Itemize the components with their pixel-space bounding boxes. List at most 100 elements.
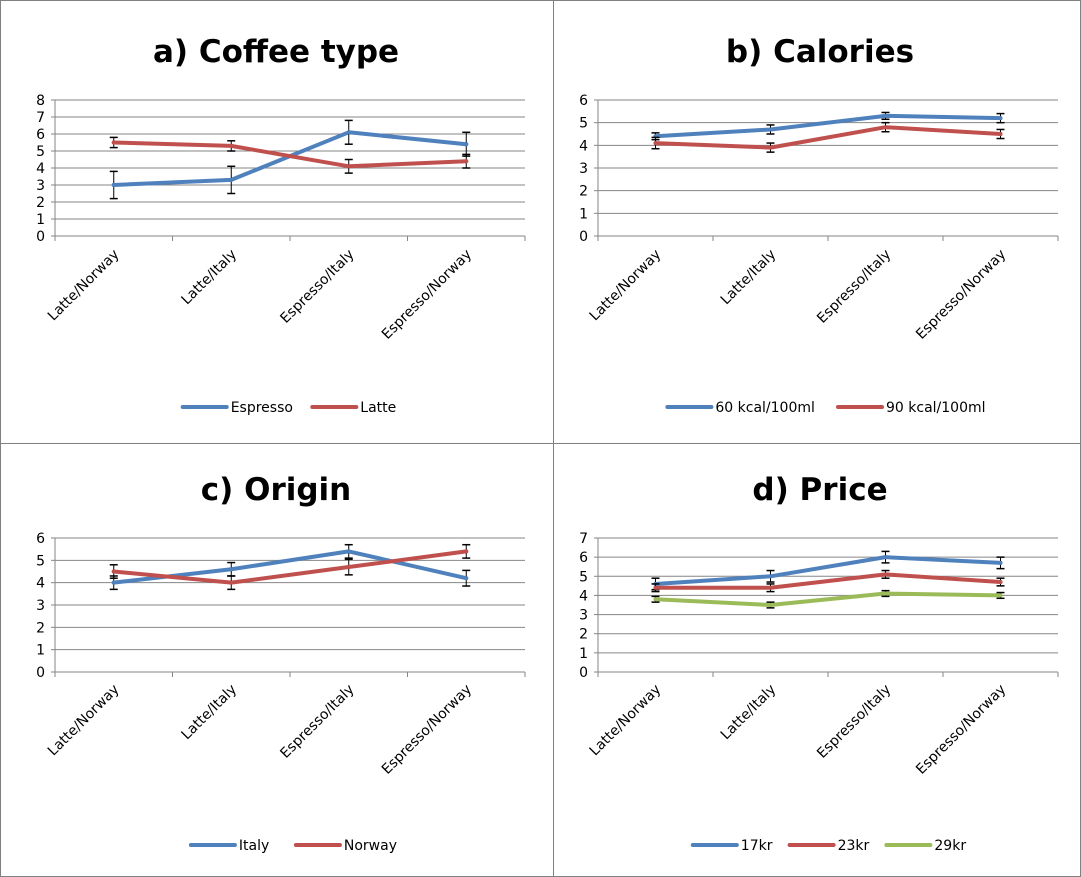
category-label-espresso-norway: Espresso/Norway <box>913 682 1009 778</box>
legend: 60 kcal/100ml 90 kcal/100ml <box>665 400 986 416</box>
category-label-espresso-norway: Espresso/Norway <box>379 247 475 343</box>
category-label-espresso-italy: Espresso/Italy <box>814 682 894 762</box>
data-point <box>768 145 773 150</box>
y-tick-label: 4 <box>579 138 588 154</box>
data-point <box>464 576 469 581</box>
legend-label: 17kr <box>741 838 773 854</box>
legend-label: 29kr <box>934 838 966 854</box>
y-tick-label: 0 <box>36 229 45 245</box>
chart-title: d) Price <box>752 472 887 508</box>
legend: Espresso Latte <box>180 400 396 416</box>
legend-label: 90 kcal/100ml <box>886 400 986 416</box>
category-label-espresso-italy: Espresso/Italy <box>277 247 357 327</box>
category-label-latte-italy: Latte/Italy <box>179 247 241 309</box>
data-point <box>998 593 1003 598</box>
y-tick-label: 6 <box>579 93 588 109</box>
y-tick-label: 4 <box>36 161 45 177</box>
data-point <box>653 597 658 602</box>
legend-item-norway: Norway <box>293 838 397 854</box>
data-point <box>229 177 234 182</box>
data-point <box>883 555 888 560</box>
category-label-latte-norway: Latte/Norway <box>45 682 123 760</box>
data-point <box>768 127 773 132</box>
data-point <box>768 603 773 607</box>
legend-item-29kr: 29kr <box>884 838 966 854</box>
category-label-espresso-norway: Espresso/Norway <box>913 247 1009 343</box>
category-label-espresso-italy: Espresso/Italy <box>277 682 357 762</box>
legend-item-17kr: 17kr <box>690 838 773 854</box>
legend-label: 23kr <box>838 838 870 854</box>
y-tick-label: 7 <box>579 531 588 547</box>
category-label-espresso-italy: Espresso/Italy <box>814 247 894 327</box>
series-line-90-kcal-100ml <box>653 125 1003 150</box>
legend-item-espresso: Espresso <box>180 400 293 416</box>
chart-panel-3: c) Origin 0 1 2 3 4 5 6 Latte/Norway Latte/Italy E… <box>36 472 526 854</box>
legend-item-23kr: 23kr <box>787 838 870 854</box>
y-tick-label: 3 <box>579 161 588 177</box>
data-point <box>464 549 469 554</box>
legend-label: Norway <box>344 838 397 854</box>
data-point <box>229 143 234 148</box>
chart-panel-4: d) Price 0 1 2 3 4 5 6 7 Latte/Norway Latte/Italy E… <box>579 472 1059 854</box>
legend-item-italy: Italy <box>188 838 269 854</box>
legend: 17kr 23kr 29kr <box>690 838 966 854</box>
data-point <box>346 164 351 169</box>
y-tick-label: 5 <box>579 116 588 132</box>
legend-label: Espresso <box>231 400 293 416</box>
data-point <box>883 572 888 577</box>
series-line-23kr <box>653 572 1003 590</box>
legend-label: Latte <box>360 400 396 416</box>
data-point <box>111 140 116 145</box>
category-label-latte-norway: Latte/Norway <box>45 247 123 325</box>
y-tick-label: 8 <box>36 93 45 109</box>
series-line-29kr <box>653 591 1003 607</box>
y-tick-label: 4 <box>579 588 588 604</box>
y-tick-label: 1 <box>36 643 45 659</box>
data-point <box>229 580 234 585</box>
y-tick-label: 0 <box>579 229 588 245</box>
chart-title: a) Coffee type <box>153 34 399 70</box>
y-tick-label: 6 <box>36 531 45 547</box>
legend-item-60-kcal-100ml: 60 kcal/100ml <box>665 400 815 416</box>
y-tick-label: 1 <box>579 206 588 222</box>
legend-label: Italy <box>239 838 269 854</box>
series-line-latte <box>111 140 469 169</box>
data-point <box>111 183 116 187</box>
y-tick-label: 5 <box>36 553 45 569</box>
series-line-17kr <box>653 555 1003 586</box>
category-label-latte-italy: Latte/Italy <box>718 682 780 744</box>
data-point <box>768 585 773 590</box>
chart-title: b) Calories <box>726 34 914 70</box>
series-line-norway <box>111 549 469 585</box>
data-point <box>653 585 658 590</box>
y-tick-label: 0 <box>579 665 588 681</box>
data-point <box>998 560 1003 565</box>
chart-panel-2: b) Calories 0 1 2 3 4 5 6 Latte/Norway Latte/Ital… <box>579 34 1059 416</box>
series-line-espresso <box>111 130 469 187</box>
y-tick-label: 2 <box>36 195 45 211</box>
y-tick-label: 2 <box>579 184 588 200</box>
legend-item-latte: Latte <box>310 400 396 416</box>
y-tick-label: 5 <box>579 569 588 585</box>
data-point <box>653 141 658 146</box>
y-tick-label: 0 <box>36 665 45 681</box>
y-tick-label: 1 <box>36 212 45 228</box>
chart-title: c) Origin <box>201 472 352 508</box>
y-tick-label: 2 <box>36 620 45 636</box>
category-label-latte-norway: Latte/Norway <box>587 682 665 760</box>
data-point <box>229 567 234 572</box>
data-point <box>346 549 351 554</box>
y-tick-label: 7 <box>36 110 45 126</box>
data-point <box>111 569 116 574</box>
data-point <box>346 130 351 135</box>
data-point <box>998 580 1003 585</box>
data-point <box>998 132 1003 136</box>
data-point <box>998 116 1003 121</box>
data-point <box>111 580 116 585</box>
category-label-latte-italy: Latte/Italy <box>718 247 780 309</box>
data-point <box>883 125 888 130</box>
data-point <box>464 142 469 147</box>
category-label-latte-norway: Latte/Norway <box>587 247 665 325</box>
